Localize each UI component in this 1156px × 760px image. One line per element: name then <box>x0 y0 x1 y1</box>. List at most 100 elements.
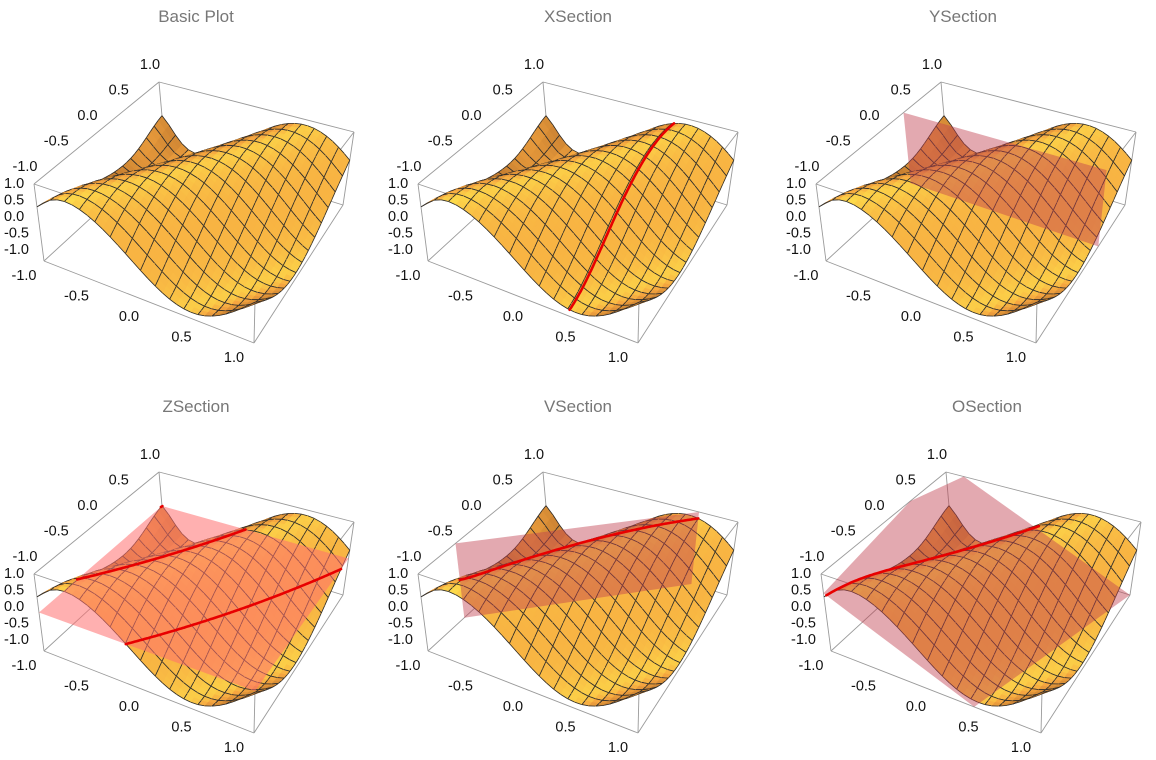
mesh-line <box>237 263 245 277</box>
mesh-line <box>118 165 130 172</box>
z-tick-label: 1.0 <box>4 176 24 192</box>
mesh-line <box>310 128 321 134</box>
mesh-line <box>234 282 245 289</box>
mesh-line <box>270 232 281 241</box>
mesh-line <box>320 131 328 143</box>
mesh-line <box>263 247 274 256</box>
plot-title: Basic Plot <box>158 7 234 26</box>
mesh-line <box>279 265 290 272</box>
x-tick-label: 1.0 <box>224 350 244 366</box>
mesh-line <box>291 185 302 195</box>
z-tick-label: 0.5 <box>4 193 24 209</box>
y-tick-label: 0.5 <box>109 83 129 99</box>
mesh-line <box>189 278 198 293</box>
mesh-line <box>818 202 826 208</box>
y-tick-label: 0.5 <box>493 83 513 99</box>
plot-panel-xsection: XSection-1.0-0.50.00.51.0-1.0-0.50.00.51… <box>388 7 739 366</box>
x-tick-label: -1.0 <box>12 268 37 284</box>
mesh-line <box>301 244 309 257</box>
mesh-line <box>336 167 347 177</box>
mesh-line <box>332 141 339 155</box>
box-edge <box>33 81 160 185</box>
box-edge <box>815 183 827 262</box>
mesh-line <box>181 143 189 154</box>
mesh-line <box>315 215 326 224</box>
mesh-line <box>207 295 219 302</box>
box-edge <box>158 81 355 133</box>
mesh-line <box>277 217 288 226</box>
mesh-line <box>420 202 428 208</box>
mesh-line <box>289 269 297 278</box>
x-tick-label: -0.5 <box>64 289 89 305</box>
y-tick-label: -1.0 <box>13 159 38 175</box>
mesh-line <box>236 139 248 144</box>
mesh-line <box>230 233 242 243</box>
mesh-line <box>284 201 295 210</box>
x-tick-label: 1.0 <box>608 350 628 366</box>
plot-panel-basic-plot: Basic Plot-1.0-0.50.00.51.0-1.0-0.50.00.… <box>4 7 355 366</box>
z-tick-label: -0.5 <box>388 226 413 242</box>
mesh-line <box>162 292 174 300</box>
mesh-line <box>308 230 319 238</box>
mesh-line <box>305 155 317 164</box>
box-edge <box>542 81 739 133</box>
surface <box>420 115 735 317</box>
mesh-line <box>142 137 154 147</box>
mesh-line <box>264 128 275 133</box>
x-tick-label: 0.0 <box>119 309 139 325</box>
mesh-line <box>267 285 278 291</box>
mesh-line <box>257 134 268 138</box>
box-edge <box>43 260 255 344</box>
mesh-line <box>283 279 291 286</box>
mesh-line <box>157 115 170 125</box>
mesh-line <box>289 231 300 240</box>
mesh-line <box>264 202 276 211</box>
z-tick-label: -1.0 <box>4 242 29 258</box>
mesh-line <box>296 216 307 225</box>
mesh-line <box>217 264 228 272</box>
plot-title: YSection <box>929 7 997 26</box>
mesh-line <box>145 156 153 167</box>
mesh-line <box>152 145 161 160</box>
box-edge <box>940 81 1137 133</box>
mesh-line <box>149 125 162 136</box>
z-tick-label: 0.0 <box>4 209 24 225</box>
z-tick-label: -0.5 <box>4 226 29 242</box>
mesh-line <box>126 158 138 166</box>
mesh-line <box>187 155 199 159</box>
x-tick-label: 0.0 <box>503 309 523 325</box>
mesh-line <box>317 169 328 178</box>
mesh-line <box>343 153 351 169</box>
mesh-line <box>284 122 295 127</box>
mesh-line <box>213 284 225 291</box>
mesh-line <box>203 249 215 258</box>
y-tick-label: 0.0 <box>461 108 481 124</box>
y-tick-label: 1.0 <box>524 57 544 73</box>
x-tick-label: 0.5 <box>555 330 575 346</box>
box-edge <box>33 183 45 262</box>
mesh-line <box>253 279 265 286</box>
mesh-line <box>134 148 146 157</box>
z-tick-label: 0.0 <box>388 209 408 225</box>
box-edge <box>417 183 429 262</box>
plot-panel-ysection: YSection-1.0-0.50.00.51.0-1.0-0.50.00.51… <box>786 7 1137 366</box>
mesh-line <box>290 132 302 138</box>
mesh-line <box>168 278 181 287</box>
mesh-line <box>168 124 176 141</box>
mesh-line <box>196 264 208 273</box>
mesh-line <box>260 267 271 275</box>
mesh-line <box>36 202 44 208</box>
mesh-line <box>273 276 284 282</box>
x-tick-label: 0.5 <box>171 330 191 346</box>
x-tick-label: -1.0 <box>396 268 421 284</box>
mesh-line <box>325 154 336 163</box>
box-edge <box>342 131 355 206</box>
z-tick-label: 1.0 <box>388 176 408 192</box>
z-axis-ticks: -1.0-0.50.00.51.0 <box>388 176 413 258</box>
z-axis-ticks: -1.0-0.50.00.51.0 <box>4 176 29 258</box>
z-tick-label: 0.5 <box>388 193 408 209</box>
y-tick-label: -0.5 <box>44 134 69 150</box>
mesh-line <box>227 293 239 299</box>
y-tick-label: -0.5 <box>428 134 453 150</box>
mesh-line <box>310 184 321 194</box>
